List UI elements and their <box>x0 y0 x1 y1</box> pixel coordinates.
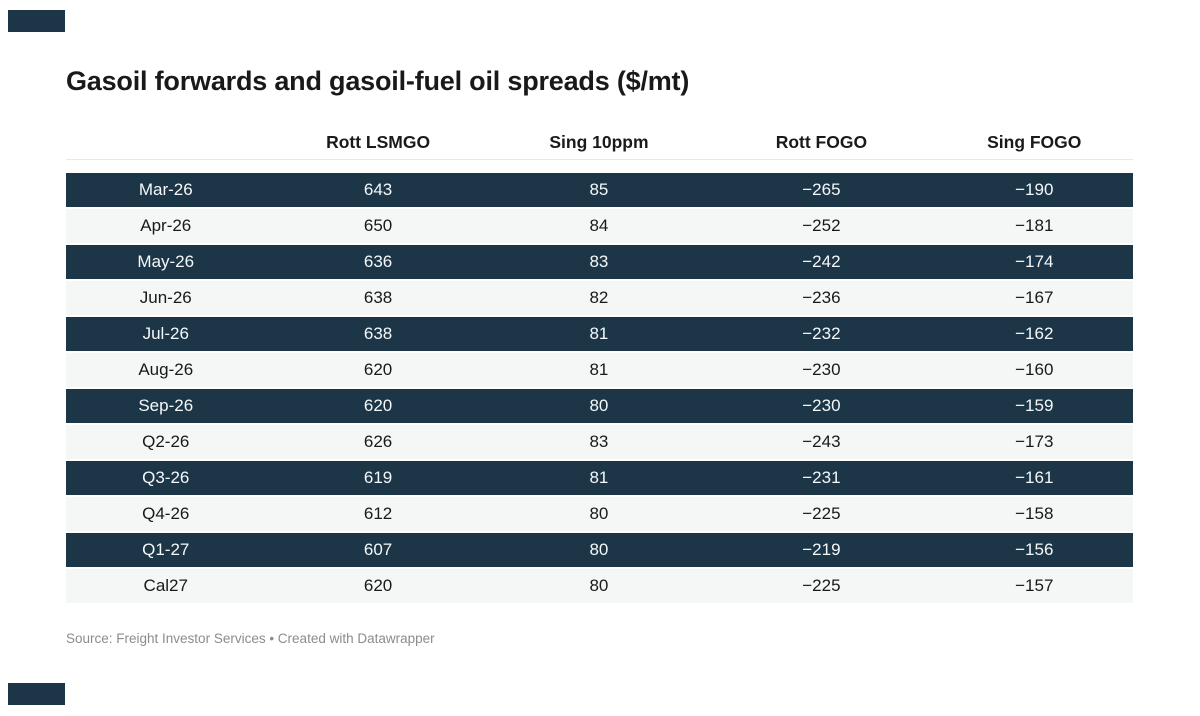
cell-sing-10ppm: 81 <box>589 360 609 379</box>
row-label: Mar-26 <box>138 180 193 199</box>
cell-rott-lsmgo: 620 <box>363 576 393 595</box>
cell-sing-10ppm: 80 <box>589 540 609 559</box>
cell-rott-lsmgo: 620 <box>363 396 393 415</box>
cell-sing-10ppm: 83 <box>589 252 609 271</box>
table-row: Q3-26 619 81 −231 −161 <box>66 460 1133 497</box>
cell-rott-lsmgo: 650 <box>363 216 393 235</box>
table-row: Q1-27 607 80 −219 −156 <box>66 532 1133 569</box>
row-label: Cal27 <box>143 576 188 595</box>
table-row: Mar-26 643 85 −265 −190 <box>66 172 1133 209</box>
table-body: Mar-26 643 85 −265 −190 Apr-26 650 84 −2… <box>66 172 1133 605</box>
source-note: Source: Freight Investor Services • Crea… <box>66 631 435 646</box>
table-row: Sep-26 620 80 −230 −159 <box>66 388 1133 425</box>
cell-rott-fogo: −252 <box>802 216 841 235</box>
cell-sing-fogo: −181 <box>1015 216 1054 235</box>
cell-sing-fogo: −167 <box>1015 288 1054 307</box>
cell-rott-fogo: −230 <box>802 396 841 415</box>
cell-sing-fogo: −158 <box>1015 504 1054 523</box>
table-row: May-26 636 83 −242 −174 <box>66 244 1133 281</box>
column-header-rott-lsmgo: Rott LSMGO <box>326 132 431 152</box>
table-row: Q4-26 612 80 −225 −158 <box>66 496 1133 533</box>
cell-rott-fogo: −243 <box>802 432 841 451</box>
cell-rott-lsmgo: 620 <box>363 360 393 379</box>
row-label: May-26 <box>137 252 195 271</box>
row-label: Sep-26 <box>138 396 194 415</box>
cell-sing-10ppm: 80 <box>589 396 609 415</box>
column-header-rott-fogo: Rott FOGO <box>775 132 868 152</box>
cell-sing-10ppm: 85 <box>589 180 609 199</box>
cell-rott-fogo: −242 <box>802 252 841 271</box>
cell-sing-fogo: −162 <box>1015 324 1054 343</box>
row-label: Q3-26 <box>142 468 190 487</box>
cell-rott-fogo: −225 <box>802 504 841 523</box>
cell-rott-lsmgo: 638 <box>363 324 393 343</box>
table-row: Q2-26 626 83 −243 −173 <box>66 424 1133 461</box>
row-label: Aug-26 <box>138 360 194 379</box>
cell-sing-fogo: −190 <box>1015 180 1054 199</box>
table-row: Jul-26 638 81 −232 −162 <box>66 316 1133 353</box>
cell-rott-lsmgo: 638 <box>363 288 393 307</box>
cell-rott-lsmgo: 643 <box>363 180 393 199</box>
column-header-sing-10ppm: Sing 10ppm <box>549 132 649 152</box>
cell-sing-fogo: −157 <box>1015 576 1054 595</box>
cell-rott-fogo: −219 <box>802 540 841 559</box>
row-label: Q1-27 <box>142 540 190 559</box>
cell-rott-fogo: −265 <box>802 180 841 199</box>
cell-sing-fogo: −159 <box>1015 396 1054 415</box>
cell-sing-10ppm: 80 <box>589 504 609 523</box>
cell-sing-10ppm: 81 <box>589 468 609 487</box>
cell-rott-lsmgo: 626 <box>363 432 393 451</box>
cell-rott-lsmgo: 636 <box>363 252 393 271</box>
cell-rott-fogo: −230 <box>802 360 841 379</box>
cell-sing-fogo: −156 <box>1015 540 1054 559</box>
cell-rott-lsmgo: 607 <box>363 540 393 559</box>
cell-rott-lsmgo: 619 <box>363 468 393 487</box>
cell-rott-fogo: −232 <box>802 324 841 343</box>
table-row: Aug-26 620 81 −230 −160 <box>66 352 1133 389</box>
page-title: Gasoil forwards and gasoil-fuel oil spre… <box>66 66 690 96</box>
row-label: Apr-26 <box>140 216 192 235</box>
cell-sing-fogo: −173 <box>1015 432 1054 451</box>
cell-sing-fogo: −160 <box>1015 360 1054 379</box>
row-label: Q4-26 <box>142 504 190 523</box>
cell-rott-lsmgo: 612 <box>363 504 393 523</box>
cell-sing-10ppm: 81 <box>589 324 609 343</box>
table-row: Cal27 620 80 −225 −157 <box>66 568 1133 605</box>
row-label: Q2-26 <box>142 432 190 451</box>
cell-sing-10ppm: 83 <box>589 432 609 451</box>
cell-rott-fogo: −236 <box>802 288 841 307</box>
cell-sing-fogo: −161 <box>1015 468 1054 487</box>
cell-rott-fogo: −231 <box>802 468 841 487</box>
table-header-row: Rott LSMGO Sing 10ppm Rott FOGO Sing FOG… <box>66 132 1133 160</box>
row-label: Jun-26 <box>139 288 192 307</box>
cell-sing-10ppm: 80 <box>589 576 609 595</box>
row-label: Jul-26 <box>142 324 189 343</box>
cell-sing-fogo: −174 <box>1015 252 1054 271</box>
table-row: Apr-26 650 84 −252 −181 <box>66 208 1133 245</box>
cell-rott-fogo: −225 <box>802 576 841 595</box>
cell-sing-10ppm: 82 <box>589 288 609 307</box>
table-row: Jun-26 638 82 −236 −167 <box>66 280 1133 317</box>
cell-sing-10ppm: 84 <box>589 216 609 235</box>
corner-mark-top-left <box>8 10 65 32</box>
corner-mark-bottom-left <box>8 683 65 705</box>
column-header-sing-fogo: Sing FOGO <box>987 132 1082 152</box>
forwards-table: Rott LSMGO Sing 10ppm Rott FOGO Sing FOG… <box>66 132 1133 605</box>
